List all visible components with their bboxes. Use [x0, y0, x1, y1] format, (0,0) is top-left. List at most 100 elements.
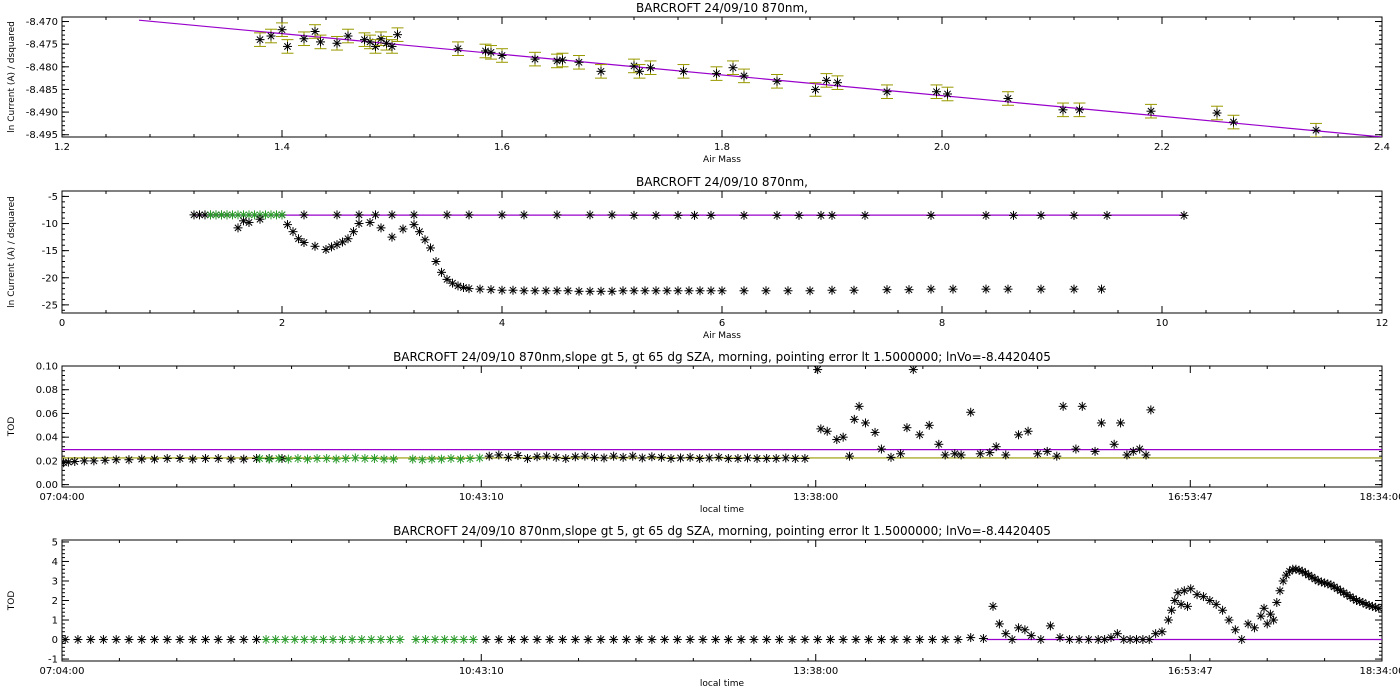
- data-point: [889, 635, 899, 645]
- data-point: [1014, 430, 1024, 440]
- data-point: [430, 635, 440, 645]
- data-point: [303, 454, 313, 464]
- panel-tod-full: BARCROFT 24/09/10 870nm,slope gt 5, gt 6…: [7, 524, 1400, 689]
- x-tick-label: 07:04:00: [40, 666, 85, 677]
- x-tick-label: 2.2: [1154, 142, 1170, 153]
- y-tick-label: 3: [52, 576, 58, 587]
- data-point: [475, 453, 485, 463]
- data-point: [647, 452, 657, 462]
- x-tick-label: 8: [939, 318, 945, 329]
- data-point: [943, 89, 952, 99]
- data-point: [596, 66, 606, 76]
- data-point: [673, 210, 683, 220]
- data-point: [294, 234, 303, 244]
- data-point: [651, 286, 661, 296]
- data-point: [1071, 444, 1081, 454]
- data-point: [255, 35, 265, 45]
- data-point: [646, 63, 655, 73]
- data-point: [1090, 446, 1100, 456]
- data-point: [1163, 615, 1173, 625]
- data-point: [904, 285, 914, 295]
- data-point: [1045, 621, 1055, 631]
- data-point: [322, 454, 332, 464]
- data-point: [621, 635, 631, 645]
- data-point: [255, 214, 265, 224]
- data-point: [1259, 603, 1269, 613]
- data-point: [1249, 623, 1259, 633]
- data-point: [409, 220, 419, 230]
- data-point: [360, 454, 370, 464]
- data-point: [676, 453, 686, 463]
- data-point: [761, 286, 771, 296]
- data-point: [200, 454, 210, 464]
- data-point: [695, 286, 705, 296]
- data-point: [816, 424, 826, 434]
- data-point: [994, 619, 1004, 629]
- data-point: [596, 286, 606, 296]
- data-point: [561, 454, 571, 464]
- data-point: [62, 635, 70, 645]
- data-point: [926, 210, 936, 220]
- y-tick-label: 0.04: [36, 433, 58, 444]
- data-point: [908, 366, 918, 375]
- data-point: [580, 451, 590, 461]
- data-point: [774, 635, 784, 645]
- data-point: [1135, 444, 1145, 454]
- x-tick-label: 10: [1156, 318, 1169, 329]
- data-point: [293, 454, 303, 464]
- data-point: [695, 454, 705, 464]
- data-point: [162, 454, 172, 464]
- data-point: [453, 281, 463, 291]
- data-point: [849, 285, 859, 295]
- data-point: [175, 635, 185, 645]
- data-point: [1122, 450, 1132, 460]
- data-point: [343, 31, 353, 41]
- data-point: [507, 635, 517, 645]
- x-axis-label: local time: [700, 505, 745, 515]
- data-point: [328, 635, 338, 645]
- data-point: [570, 452, 580, 462]
- data-point: [1112, 629, 1122, 639]
- data-point: [318, 635, 328, 645]
- data-point: [465, 454, 475, 464]
- data-point: [299, 34, 309, 44]
- data-point: [551, 452, 561, 462]
- data-point: [838, 432, 848, 442]
- panel-airmass-full: BARCROFT 24/09/10 870nm, 0 2 4 6 8 10 12 -5 -10 -1…: [7, 175, 1388, 341]
- data-point: [494, 635, 504, 645]
- y-tick-label: -8.475: [26, 40, 58, 51]
- data-point: [634, 635, 644, 645]
- data-point: [1074, 635, 1084, 645]
- data-point: [822, 75, 831, 85]
- data-point: [299, 238, 309, 248]
- data-point: [1146, 106, 1156, 116]
- y-tick-label: 0: [52, 635, 58, 646]
- data-point: [393, 30, 402, 40]
- data-point: [316, 37, 325, 47]
- data-point: [532, 635, 542, 645]
- data-point: [350, 453, 360, 463]
- data-point: [376, 34, 386, 44]
- x-tick-label: 1.8: [714, 142, 730, 153]
- data-point: [771, 454, 781, 464]
- y-tick-label: -5: [48, 192, 58, 203]
- data-point: [660, 635, 670, 645]
- data-point: [628, 451, 638, 461]
- data-point: [1036, 284, 1046, 294]
- data-point: [1001, 629, 1011, 639]
- y-tick-label: -8.490: [26, 108, 58, 119]
- data-point: [991, 442, 1001, 452]
- panel-tod-zoom: BARCROFT 24/09/10 870nm,slope gt 5, gt 6…: [7, 350, 1400, 515]
- data-point: [585, 210, 595, 220]
- data-point: [953, 635, 963, 645]
- data-point: [376, 223, 386, 233]
- data-point: [1096, 418, 1106, 428]
- data-point: [1093, 635, 1103, 645]
- data-point: [975, 449, 985, 459]
- data-point: [816, 210, 826, 220]
- data-point: [264, 454, 274, 464]
- data-point: [111, 455, 121, 465]
- y-tick-label: -8.480: [26, 62, 58, 73]
- data-point: [200, 210, 210, 220]
- data-point: [385, 635, 395, 645]
